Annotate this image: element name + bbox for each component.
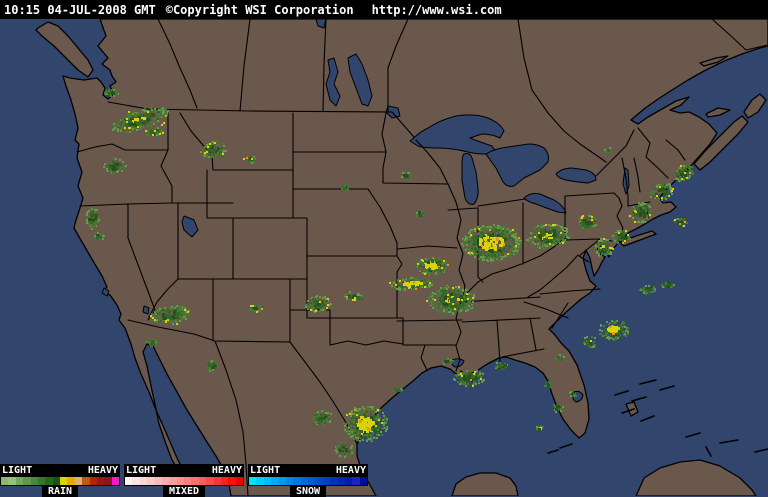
lake-winnipeg: [347, 53, 373, 107]
cape-breton-island: [743, 93, 767, 119]
lake-top-edge: [315, 19, 327, 29]
source-url: http://www.wsi.com: [371, 2, 502, 17]
lake-winnipegosis: [325, 57, 341, 107]
cuba: [635, 459, 757, 496]
bahamas-islands: [547, 379, 768, 457]
yucatan-peninsula: [451, 472, 519, 496]
san-francisco-bay: [101, 287, 110, 297]
nova-scotia: [693, 115, 749, 171]
lake-michigan: [461, 153, 479, 205]
great-salt-lake: [181, 215, 199, 238]
light-label: LIGHT: [250, 464, 281, 476]
legend-scale-header: LIGHT HEAVY: [0, 464, 120, 476]
lake-superior: [409, 114, 505, 155]
mixed-colorbar: [124, 476, 244, 486]
anticosti-island: [699, 55, 729, 67]
snow-colorbar: [248, 476, 368, 486]
heavy-label: HEAVY: [335, 464, 366, 476]
light-label: LIGHT: [126, 464, 157, 476]
legend-scale-header: LIGHT HEAVY: [248, 464, 368, 476]
heavy-label: HEAVY: [211, 464, 242, 476]
light-label: LIGHT: [2, 464, 33, 476]
status-bar: 10:15 04-JUL-2008 GMT ©Copyright WSI Cor…: [0, 0, 768, 19]
lake-erie: [523, 193, 567, 214]
lake-huron: [485, 143, 549, 187]
radar-echo-layer: [86, 89, 694, 473]
legend-group-mixed: LIGHT HEAVY MIXED: [124, 464, 244, 497]
rain-colorbar: [0, 476, 120, 486]
radar-map: [0, 19, 768, 496]
rain-label: RAIN: [41, 486, 79, 497]
legend-group-snow: LIGHT HEAVY SNOW: [248, 464, 368, 497]
mixed-label: MIXED: [162, 486, 206, 497]
precip-legend: LIGHT HEAVY RAIN LIGHT HEAVY MIXED LIGHT…: [0, 464, 368, 497]
lake-ontario: [555, 167, 597, 184]
heavy-label: HEAVY: [87, 464, 118, 476]
legend-scale-header: LIGHT HEAVY: [124, 464, 244, 476]
timestamp: 10:15 04-JUL-2008 GMT: [4, 2, 156, 17]
salton-sea: [142, 305, 150, 315]
long-island: [619, 230, 657, 247]
state-province-borders: [76, 19, 768, 496]
vancouver-island: [35, 21, 94, 78]
copyright-text: ©Copyright WSI Corporation: [165, 2, 354, 17]
prince-edward-island: [705, 107, 731, 118]
legend-group-rain: LIGHT HEAVY RAIN: [0, 464, 120, 497]
snow-label: SNOW: [289, 486, 327, 497]
